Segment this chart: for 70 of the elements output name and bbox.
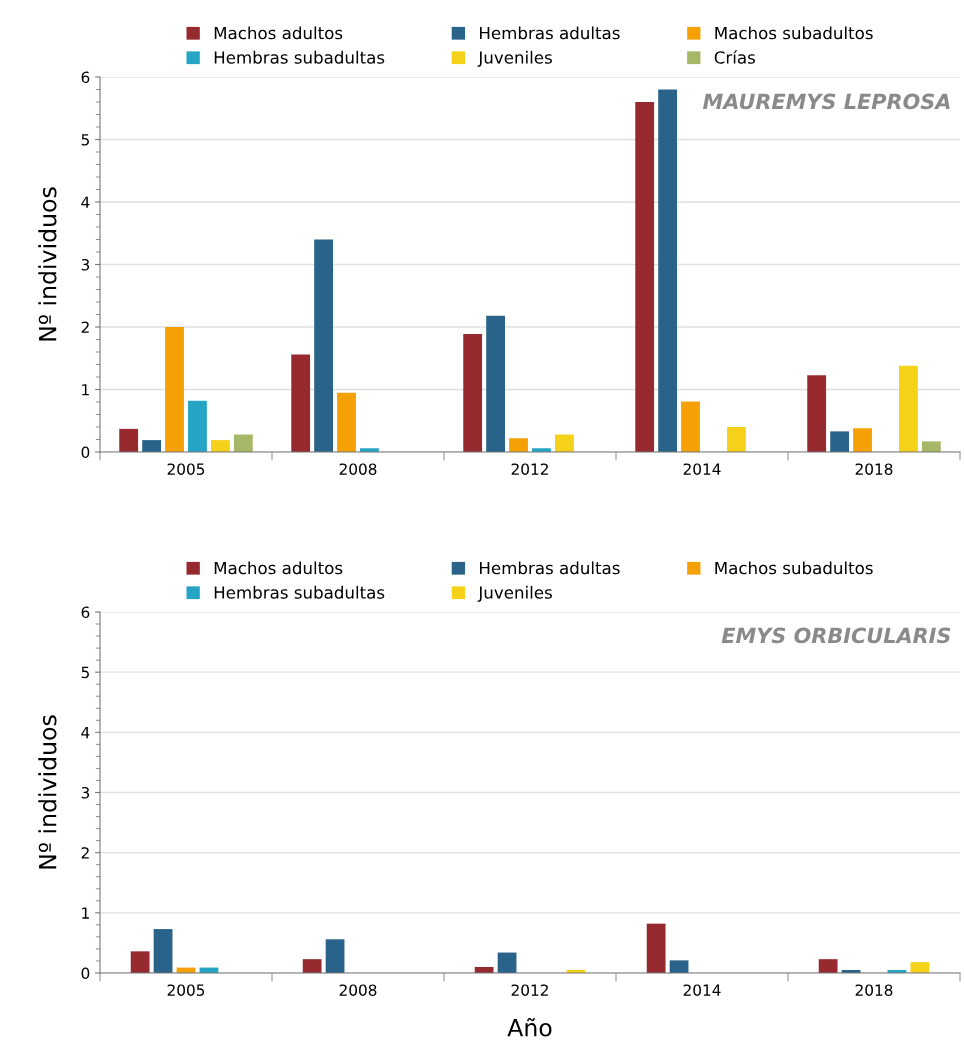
legend-label: Hembras adultas	[480, 26, 620, 40]
y-tick-label: 1	[82, 907, 89, 919]
bar	[233, 434, 253, 452]
bar	[807, 375, 827, 452]
legend-label: Hembras adultas	[480, 561, 620, 575]
y-tick-label: 2	[81, 321, 89, 333]
bar	[337, 392, 356, 452]
legend-label: Machos subadultos	[715, 26, 873, 40]
bar	[211, 440, 230, 452]
bar	[188, 400, 207, 452]
y-tick-label: 4	[81, 196, 90, 208]
bar	[486, 315, 505, 452]
legend-label: Hembras subadultas	[214, 50, 385, 64]
x-tick-label: 2018	[855, 463, 893, 475]
bar	[830, 431, 849, 452]
bar	[130, 951, 150, 973]
text: EMYS ORBICULARIS	[721, 627, 951, 644]
y-axis-title: Nº individuos	[38, 187, 57, 341]
y-tick-label: 0	[81, 446, 90, 459]
y-tick-label: 3	[81, 258, 90, 271]
x-tick-label: 2018	[855, 984, 893, 996]
x-axis-title: Año	[507, 1017, 552, 1037]
bar	[727, 427, 746, 452]
x-tick-label: 2005	[167, 984, 205, 996]
legend-label: Machos subadultos	[715, 561, 873, 575]
y-tick-label: 3	[81, 786, 90, 799]
bar	[302, 959, 322, 973]
y-axis-title: Nº individuos	[38, 715, 57, 869]
legend-label: Machos adultos	[214, 561, 343, 575]
legend-label: Crías	[714, 50, 755, 64]
bar	[142, 440, 161, 452]
legend-label: Hembras subadultas	[214, 585, 385, 599]
legend-label: Machos adultos	[214, 26, 343, 40]
bar	[669, 960, 689, 973]
bar	[291, 354, 311, 452]
x-tick-label: 2008	[339, 463, 377, 475]
bar	[818, 959, 838, 973]
bar	[921, 441, 941, 452]
bar	[899, 365, 918, 452]
bar	[555, 434, 574, 452]
bar	[314, 239, 333, 452]
bar	[153, 929, 173, 973]
y-tick-label: 2	[81, 847, 89, 859]
y-tick-label: 5	[81, 134, 89, 146]
y-tick-label: 0	[81, 967, 90, 980]
bar	[463, 333, 483, 452]
bar	[681, 401, 700, 452]
y-tick-label: 6	[81, 606, 90, 619]
bar	[119, 428, 139, 452]
bar	[635, 102, 655, 452]
y-tick-label: 4	[81, 727, 90, 739]
bar	[853, 428, 872, 452]
bar	[646, 923, 666, 973]
text: MAUREMYS LEPROSA	[703, 93, 950, 110]
y-tick-label: 6	[81, 71, 90, 84]
bar	[509, 438, 528, 452]
y-tick-label: 1	[82, 384, 89, 396]
bar	[910, 962, 930, 973]
legend-label: Juveniles	[477, 585, 552, 602]
x-tick-label: 2008	[339, 984, 377, 996]
bar	[325, 939, 345, 973]
bar	[165, 327, 184, 452]
bar	[658, 89, 677, 452]
x-tick-label: 2012	[511, 984, 548, 996]
x-tick-label: 2012	[511, 463, 548, 475]
x-tick-label: 2014	[683, 463, 721, 475]
x-tick-label: 2005	[167, 463, 205, 475]
y-tick-label: 5	[81, 666, 89, 679]
legend-label: Juveniles	[477, 50, 552, 67]
x-tick-label: 2014	[683, 984, 721, 996]
